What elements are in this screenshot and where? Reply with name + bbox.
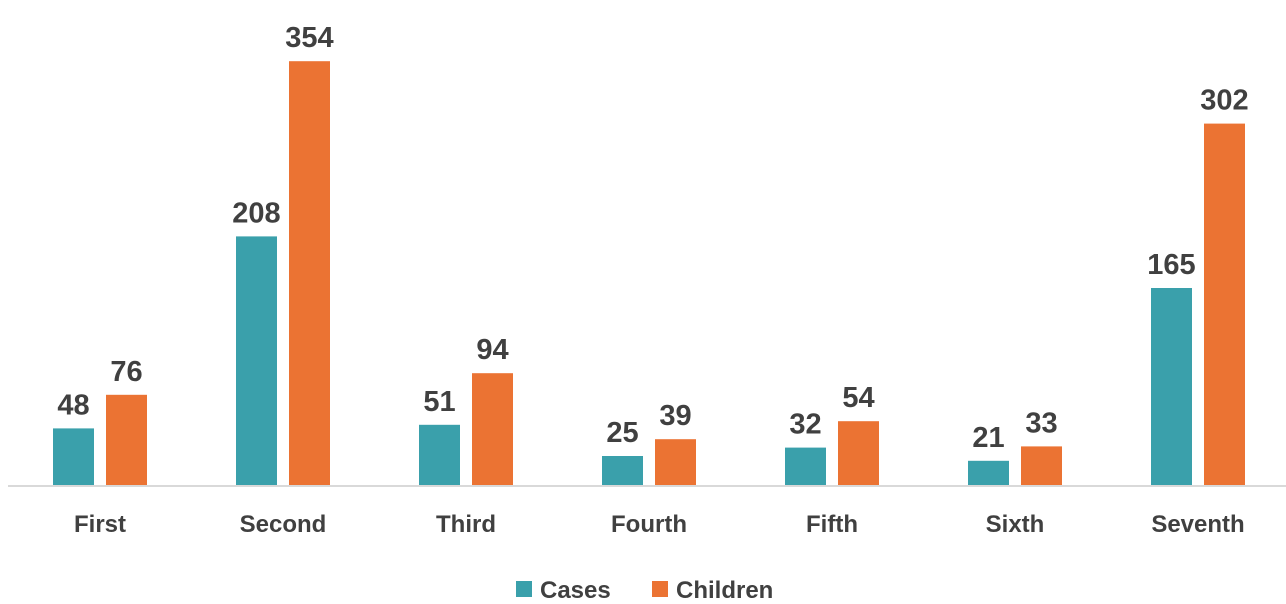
bar-cases-fifth — [785, 447, 826, 486]
legend-swatch-children — [652, 581, 668, 597]
bar-children-fourth — [655, 439, 696, 486]
legend-label-children: Children — [676, 577, 773, 604]
x-tick-label-second: Second — [240, 511, 327, 538]
bar-cases-second — [236, 236, 277, 486]
bar-cases-fourth — [602, 456, 643, 486]
bar-cases-third — [419, 424, 460, 486]
x-tick-label-sixth: Sixth — [986, 511, 1045, 538]
bar-cases-first — [53, 428, 94, 486]
legend-swatch-cases — [516, 581, 532, 597]
data-label-cases-sixth: 21 — [972, 422, 1004, 454]
data-label-cases-fourth: 25 — [606, 417, 638, 449]
bar-children-fifth — [838, 421, 879, 486]
data-label-children-second: 354 — [285, 22, 333, 54]
bar-children-sixth — [1021, 446, 1062, 486]
data-label-cases-fifth: 32 — [789, 409, 821, 441]
legend-label-cases: Cases — [540, 577, 611, 604]
data-label-children-seventh: 302 — [1200, 85, 1248, 117]
bar-cases-sixth — [968, 460, 1009, 486]
data-label-children-fourth: 39 — [659, 400, 691, 432]
data-label-children-fifth: 54 — [842, 382, 874, 414]
legend: Cases Children — [516, 577, 773, 604]
bar-children-second — [289, 61, 330, 486]
x-tick-label-seventh: Seventh — [1151, 511, 1244, 538]
data-label-children-sixth: 33 — [1025, 407, 1057, 439]
data-label-cases-third: 51 — [423, 386, 455, 418]
data-label-children-third: 94 — [476, 334, 508, 366]
bar-children-third — [472, 373, 513, 486]
x-tick-label-third: Third — [436, 511, 496, 538]
bars-layer — [53, 61, 1245, 486]
labels-layer: 48 76 First 208 354 Second 51 94 Third 25 39 Fourth… — [57, 22, 1248, 538]
x-tick-label-fourth: Fourth — [611, 511, 687, 538]
x-tick-label-first: First — [74, 511, 126, 538]
bar-children-seventh — [1204, 123, 1245, 486]
bar-children-first — [106, 394, 147, 486]
data-label-cases-seventh: 165 — [1147, 249, 1195, 281]
data-label-children-first: 76 — [110, 356, 142, 388]
bar-cases-seventh — [1151, 288, 1192, 486]
data-label-cases-second: 208 — [232, 197, 280, 229]
x-tick-label-fifth: Fifth — [806, 511, 858, 538]
data-label-cases-first: 48 — [57, 389, 89, 421]
